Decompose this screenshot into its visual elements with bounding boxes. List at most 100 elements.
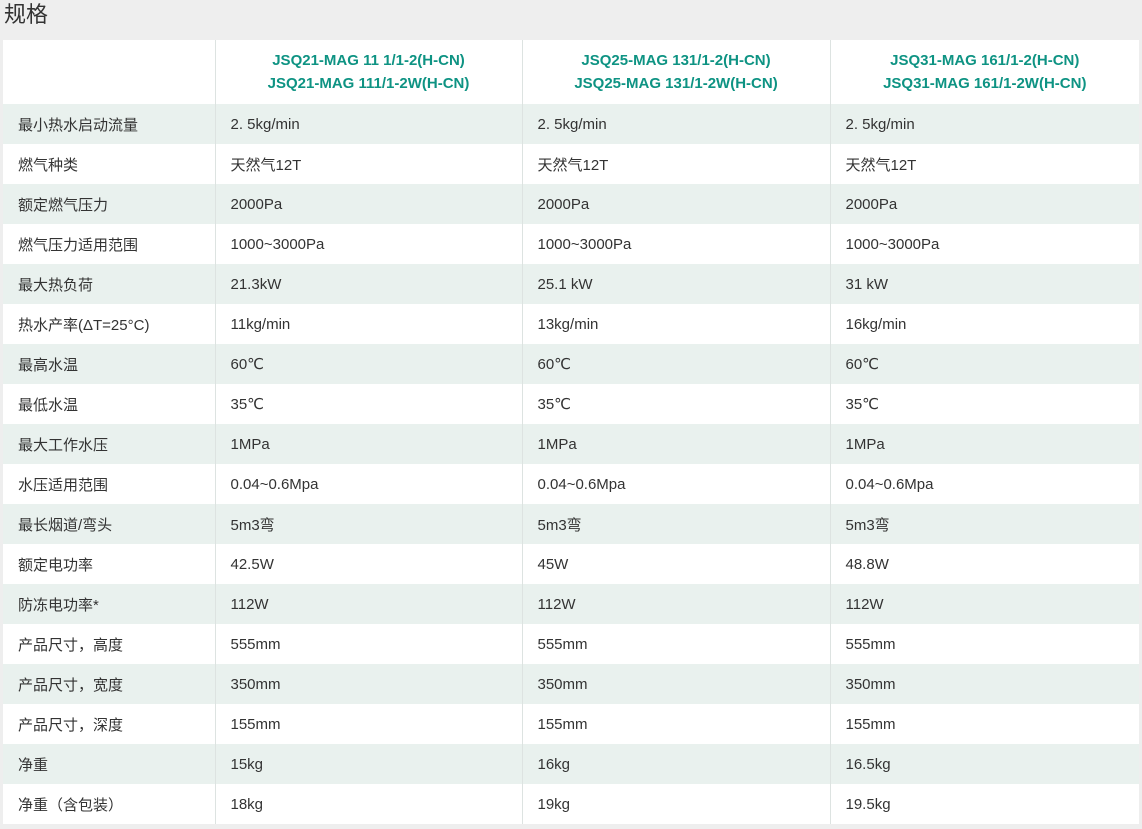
spec-value: 350mm <box>521 664 830 704</box>
spec-label: 热水产率(ΔT=25°C) <box>3 304 215 344</box>
spec-value: 112W <box>829 584 1139 624</box>
table-row: 最低水温 35℃ 35℃ 35℃ <box>3 384 1139 424</box>
model-name: JSQ31-MAG 161/1-2W(H-CN) <box>883 75 1087 92</box>
spec-value: 555mm <box>521 624 830 664</box>
spec-value: 42.5W <box>214 544 522 584</box>
table-row: 产品尺寸，高度 555mm 555mm 555mm <box>3 624 1139 664</box>
spec-value: 天然气12T <box>214 144 522 184</box>
spec-value: 1000~3000Pa <box>829 224 1139 264</box>
spec-value: 21.3kW <box>214 264 522 304</box>
model-header: JSQ31-MAG 161/1-2(H-CN) JSQ31-MAG 161/1-2… <box>829 40 1139 104</box>
spec-label: 燃气种类 <box>3 144 215 184</box>
section-title: 规格 <box>4 2 49 27</box>
spec-value: 2000Pa <box>521 184 830 224</box>
spec-value: 0.04~0.6Mpa <box>214 464 522 504</box>
spec-table: JSQ21-MAG 11 1/1-2(H-CN) JSQ21-MAG 111/1-… <box>3 40 1139 824</box>
model-name: JSQ31-MAG 161/1-2(H-CN) <box>890 52 1080 69</box>
spec-label: 水压适用范围 <box>3 464 215 504</box>
spec-value: 2. 5kg/min <box>521 104 830 144</box>
spec-value: 19.5kg <box>829 784 1139 824</box>
spec-label: 最小热水启动流量 <box>3 104 215 144</box>
spec-label: 产品尺寸，宽度 <box>3 664 215 704</box>
spec-value: 5m3弯 <box>521 504 830 544</box>
table-row: 水压适用范围 0.04~0.6Mpa 0.04~0.6Mpa 0.04~0.6Mpa <box>3 464 1139 504</box>
spec-value: 2000Pa <box>829 184 1139 224</box>
spec-value: 2. 5kg/min <box>214 104 522 144</box>
spec-label: 最高水温 <box>3 344 215 384</box>
spec-value: 18kg <box>214 784 522 824</box>
spec-value: 350mm <box>214 664 522 704</box>
header-row: JSQ21-MAG 11 1/1-2(H-CN) JSQ21-MAG 111/1-… <box>3 40 1139 104</box>
spec-value: 0.04~0.6Mpa <box>829 464 1139 504</box>
spec-label: 燃气压力适用范围 <box>3 224 215 264</box>
table-row: 产品尺寸，宽度 350mm 350mm 350mm <box>3 664 1139 704</box>
table-row: 产品尺寸，深度 155mm 155mm 155mm <box>3 704 1139 744</box>
spec-value: 1000~3000Pa <box>214 224 522 264</box>
spec-value: 5m3弯 <box>214 504 522 544</box>
table-row: 燃气压力适用范围 1000~3000Pa 1000~3000Pa 1000~3000P… <box>3 224 1139 264</box>
spec-value: 155mm <box>829 704 1139 744</box>
spec-value: 48.8W <box>829 544 1139 584</box>
model-name: JSQ21-MAG 11 1/1-2(H-CN) <box>272 52 465 69</box>
table-row: 净重（含包装） 18kg 19kg 19.5kg <box>3 784 1139 824</box>
spec-value: 13kg/min <box>521 304 830 344</box>
spec-value: 1MPa <box>521 424 830 464</box>
spec-value: 天然气12T <box>521 144 830 184</box>
spec-value: 16kg <box>521 744 830 784</box>
table-row: 最大工作水压 1MPa 1MPa 1MPa <box>3 424 1139 464</box>
table-row: 防冻电功率* 112W 112W 112W <box>3 584 1139 624</box>
table-row: 热水产率(ΔT=25°C) 11kg/min 13kg/min 16kg/min <box>3 304 1139 344</box>
spec-value: 35℃ <box>521 384 830 424</box>
spec-value: 2. 5kg/min <box>829 104 1139 144</box>
spec-value: 35℃ <box>214 384 522 424</box>
spec-value: 112W <box>214 584 522 624</box>
table-row: 最大热负荷 21.3kW 25.1 kW 31 kW <box>3 264 1139 304</box>
spec-value: 155mm <box>521 704 830 744</box>
table-row: 额定电功率 42.5W 45W 48.8W <box>3 544 1139 584</box>
spec-label: 最大热负荷 <box>3 264 215 304</box>
table-row: 净重 15kg 16kg 16.5kg <box>3 744 1139 784</box>
spec-value: 155mm <box>214 704 522 744</box>
spec-label: 产品尺寸，高度 <box>3 624 215 664</box>
spec-value: 16.5kg <box>829 744 1139 784</box>
spec-value: 0.04~0.6Mpa <box>521 464 830 504</box>
spec-label: 防冻电功率* <box>3 584 215 624</box>
spec-label: 净重（含包装） <box>3 784 215 824</box>
spec-value: 60℃ <box>521 344 830 384</box>
table-row: 最小热水启动流量 2. 5kg/min 2. 5kg/min 2. 5kg/min <box>3 104 1139 144</box>
model-name: JSQ25-MAG 131/1-2W(H-CN) <box>574 75 778 92</box>
spec-value: 16kg/min <box>829 304 1139 344</box>
model-name: JSQ25-MAG 131/1-2(H-CN) <box>581 52 771 69</box>
table-row: 燃气种类 天然气12T 天然气12T 天然气12T <box>3 144 1139 184</box>
spec-label: 额定电功率 <box>3 544 215 584</box>
spec-value: 25.1 kW <box>521 264 830 304</box>
spec-value: 60℃ <box>214 344 522 384</box>
table-row: 最高水温 60℃ 60℃ 60℃ <box>3 344 1139 384</box>
spec-value: 35℃ <box>829 384 1139 424</box>
spec-value: 112W <box>521 584 830 624</box>
spec-label: 额定燃气压力 <box>3 184 215 224</box>
spec-label: 产品尺寸，深度 <box>3 704 215 744</box>
spec-value: 1MPa <box>829 424 1139 464</box>
spec-value: 1MPa <box>214 424 522 464</box>
spec-label: 净重 <box>3 744 215 784</box>
spec-value: 31 kW <box>829 264 1139 304</box>
model-header: JSQ21-MAG 11 1/1-2(H-CN) JSQ21-MAG 111/1-… <box>214 40 522 104</box>
spec-value: 5m3弯 <box>829 504 1139 544</box>
spec-value: 555mm <box>214 624 522 664</box>
model-name: JSQ21-MAG 111/1-2W(H-CN) <box>267 75 470 92</box>
spec-label: 最长烟道/弯头 <box>3 504 215 544</box>
spec-value: 19kg <box>521 784 830 824</box>
table-row: 最长烟道/弯头 5m3弯 5m3弯 5m3弯 <box>3 504 1139 544</box>
model-header: JSQ25-MAG 131/1-2(H-CN) JSQ25-MAG 131/1-2… <box>521 40 830 104</box>
spec-value: 15kg <box>214 744 522 784</box>
header-empty-cell <box>3 40 215 104</box>
spec-value: 11kg/min <box>214 304 522 344</box>
spec-value: 555mm <box>829 624 1139 664</box>
spec-label: 最大工作水压 <box>3 424 215 464</box>
spec-value: 45W <box>521 544 830 584</box>
spec-value: 350mm <box>829 664 1139 704</box>
spec-value: 2000Pa <box>214 184 522 224</box>
spec-label: 最低水温 <box>3 384 215 424</box>
table-row: 额定燃气压力 2000Pa 2000Pa 2000Pa <box>3 184 1139 224</box>
